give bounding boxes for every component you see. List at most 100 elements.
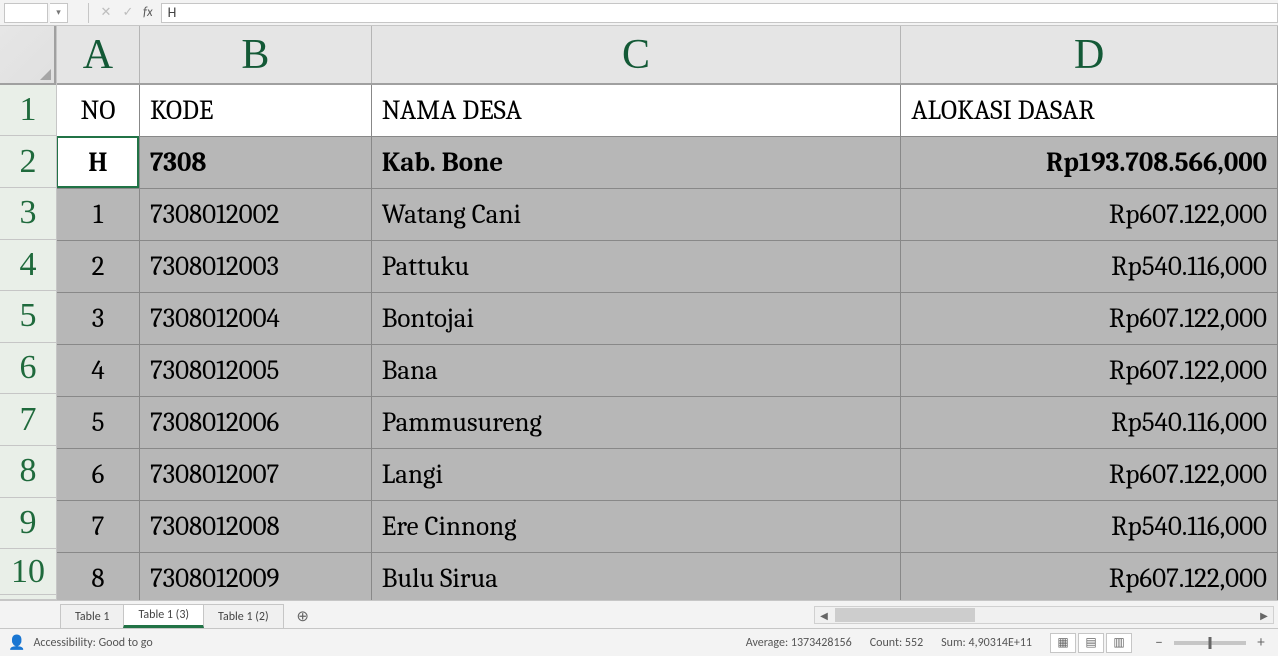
cell-c1[interactable]: NAMA DESA	[372, 85, 902, 137]
col-head-d[interactable]: D	[901, 26, 1278, 83]
col-head-c[interactable]: C	[372, 26, 902, 83]
agg-sum: Sum: 4,90314E+11	[941, 636, 1032, 650]
cell-b2[interactable]: 7308	[140, 137, 372, 189]
row-head-9[interactable]: 9	[0, 498, 56, 550]
cell-c4[interactable]: Pattuku	[372, 241, 902, 293]
row-6: 4 7308012005 Bana Rp607.122,000	[57, 345, 1278, 397]
add-sheet-button[interactable]: ⊕	[289, 604, 317, 628]
cell-b10[interactable]: 7308012009	[140, 553, 372, 600]
row-3: 1 7308012002 Watang Cani Rp607.122,000	[57, 189, 1278, 241]
row-head-2[interactable]: 2	[0, 136, 56, 188]
row-10: 8 7308012009 Bulu Sirua Rp607.122,000	[57, 553, 1278, 600]
formula-input[interactable]: H	[161, 3, 1278, 23]
cell-c5[interactable]: Bontojai	[372, 293, 902, 345]
zoom-slider-thumb[interactable]	[1209, 637, 1212, 649]
cell-a9[interactable]: 7	[57, 501, 140, 553]
agg-count-value: 552	[905, 636, 923, 650]
view-page-layout-icon[interactable]: ▤	[1078, 633, 1104, 653]
cancel-icon[interactable]: ✕	[95, 3, 117, 23]
cell-a4[interactable]: 2	[57, 241, 140, 293]
scroll-right-icon[interactable]: ▶	[1255, 607, 1273, 623]
cell-b3[interactable]: 7308012002	[140, 189, 372, 241]
cell-d9[interactable]: Rp540.116,000	[901, 501, 1278, 553]
row-head-6[interactable]: 6	[0, 343, 56, 395]
cell-a8[interactable]: 6	[57, 449, 140, 501]
cell-c9[interactable]: Ere Cinnong	[372, 501, 902, 553]
agg-average-label: Average:	[746, 636, 788, 650]
cell-d10[interactable]: Rp607.122,000	[901, 553, 1278, 600]
status-bar: 👤 Accessibility: Good to go Average: 137…	[0, 628, 1278, 656]
cell-d6[interactable]: Rp607.122,000	[901, 345, 1278, 397]
cell-d8[interactable]: Rp607.122,000	[901, 449, 1278, 501]
sheet-tab-0[interactable]: Table 1	[60, 604, 124, 628]
cell-a3[interactable]: 1	[57, 189, 140, 241]
agg-average-value: 1373428156	[791, 636, 852, 650]
cell-b7[interactable]: 7308012006	[140, 397, 372, 449]
cell-a5[interactable]: 3	[57, 293, 140, 345]
cell-b5[interactable]: 7308012004	[140, 293, 372, 345]
cell-b6[interactable]: 7308012005	[140, 345, 372, 397]
row-head-7[interactable]: 7	[0, 394, 56, 446]
view-normal-icon[interactable]: ▦	[1050, 633, 1076, 653]
name-box-dropdown[interactable]: ▾	[50, 3, 68, 23]
cell-a1[interactable]: NO	[57, 85, 140, 137]
cell-c6[interactable]: Bana	[372, 345, 902, 397]
formula-bar: ▾ ✕ ✓ fx H	[0, 0, 1278, 26]
agg-sum-label: Sum:	[941, 636, 966, 650]
cell-d3[interactable]: Rp607.122,000	[901, 189, 1278, 241]
agg-average: Average: 1373428156	[746, 636, 852, 650]
accessibility-label: Accessibility: Good to go	[33, 636, 152, 650]
cell-a7[interactable]: 5	[57, 397, 140, 449]
view-buttons: ▦ ▤ ▥	[1050, 633, 1132, 653]
row-4: 2 7308012003 Pattuku Rp540.116,000	[57, 241, 1278, 293]
column-headers: A B C D	[57, 26, 1278, 85]
col-head-b[interactable]: B	[140, 26, 372, 83]
cell-c10[interactable]: Bulu Sirua	[372, 553, 902, 600]
sheet-tab-strip: Table 1 Table 1 (3) Table 1 (2) ⊕ ◀ ▶	[0, 600, 1278, 628]
name-box[interactable]	[4, 3, 48, 23]
row-head-3[interactable]: 3	[0, 188, 56, 240]
cell-d5[interactable]: Rp607.122,000	[901, 293, 1278, 345]
row-number-gutter: 1 2 3 4 5 6 7 8 9 10	[0, 26, 57, 600]
fx-icon[interactable]: fx	[143, 5, 153, 20]
cell-c7[interactable]: Pammusureng	[372, 397, 902, 449]
cell-d1[interactable]: ALOKASI DASAR	[901, 85, 1278, 137]
row-head-1[interactable]: 1	[0, 85, 56, 137]
spreadsheet-grid: 1 2 3 4 5 6 7 8 9 10 A B C D NO KODE NAM…	[0, 26, 1278, 600]
scroll-left-icon[interactable]: ◀	[815, 607, 833, 623]
select-all-corner[interactable]	[0, 26, 56, 85]
zoom-control: − +	[1150, 634, 1270, 652]
cell-c8[interactable]: Langi	[372, 449, 902, 501]
cell-c3[interactable]: Watang Cani	[372, 189, 902, 241]
cell-pane: A B C D NO KODE NAMA DESA ALOKASI DASAR …	[57, 26, 1278, 600]
cell-b9[interactable]: 7308012008	[140, 501, 372, 553]
row-head-4[interactable]: 4	[0, 240, 56, 292]
zoom-out-button[interactable]: −	[1150, 634, 1168, 652]
row-head-10[interactable]: 10	[0, 549, 56, 595]
row-2: H 7308 Kab. Bone Rp193.708.566,000	[57, 137, 1278, 189]
cell-a6[interactable]: 4	[57, 345, 140, 397]
scroll-thumb[interactable]	[835, 608, 975, 622]
cell-b1[interactable]: KODE	[140, 85, 372, 137]
cell-d2[interactable]: Rp193.708.566,000	[901, 137, 1278, 189]
row-head-8[interactable]: 8	[0, 446, 56, 498]
col-head-a[interactable]: A	[57, 26, 140, 83]
cell-a10[interactable]: 8	[57, 553, 140, 600]
agg-count: Count: 552	[870, 636, 923, 650]
divider	[88, 3, 89, 23]
enter-icon[interactable]: ✓	[117, 3, 139, 23]
cell-a2[interactable]: H	[57, 137, 140, 189]
zoom-in-button[interactable]: +	[1252, 634, 1270, 652]
sheet-tab-1[interactable]: Table 1 (3)	[123, 604, 204, 628]
cell-c2[interactable]: Kab. Bone	[372, 137, 902, 189]
cell-b8[interactable]: 7308012007	[140, 449, 372, 501]
cell-b4[interactable]: 7308012003	[140, 241, 372, 293]
zoom-slider[interactable]	[1174, 641, 1246, 645]
view-page-break-icon[interactable]: ▥	[1106, 633, 1132, 653]
horizontal-scrollbar[interactable]: ◀ ▶	[814, 606, 1274, 624]
sheet-tab-2[interactable]: Table 1 (2)	[203, 604, 284, 628]
row-head-5[interactable]: 5	[0, 291, 56, 343]
data-rows: NO KODE NAMA DESA ALOKASI DASAR H 7308 K…	[57, 85, 1278, 600]
cell-d7[interactable]: Rp540.116,000	[901, 397, 1278, 449]
cell-d4[interactable]: Rp540.116,000	[901, 241, 1278, 293]
